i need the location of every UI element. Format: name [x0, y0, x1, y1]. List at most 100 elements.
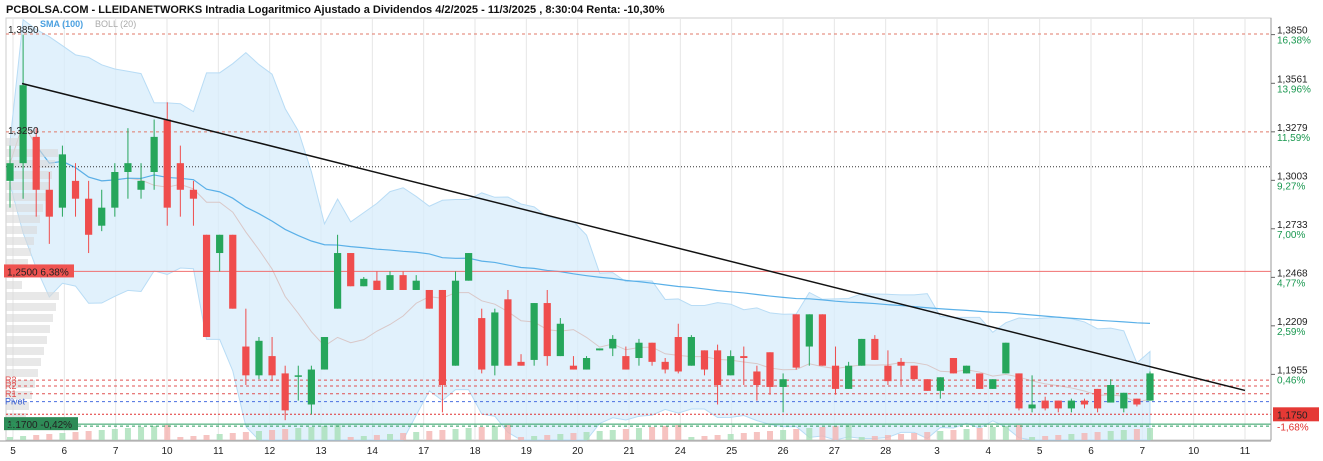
volume-bar: [1094, 432, 1101, 440]
volume-profile-bar: [6, 226, 37, 234]
volume-bar: [111, 429, 118, 440]
volume-bar: [229, 433, 236, 440]
volume-bar: [1068, 434, 1075, 440]
volume-bar: [452, 429, 459, 440]
candle-body: [150, 136, 158, 172]
volume-bar: [714, 435, 721, 440]
y-tick-label: 1,2209: [1277, 317, 1308, 328]
candle: [923, 379, 931, 391]
candle-body: [622, 356, 630, 370]
candle-body: [871, 338, 879, 360]
volume-bar: [255, 431, 262, 440]
volume-bar: [151, 426, 158, 440]
volume-bar: [20, 436, 27, 440]
x-tick-label: 12: [264, 446, 276, 457]
volume-bar: [504, 425, 511, 440]
volume-profile-bar: [6, 303, 56, 311]
candle-body: [1146, 373, 1154, 401]
candle: [150, 119, 158, 190]
volume-bar: [950, 430, 957, 440]
candle: [478, 308, 486, 374]
volume-bar: [1015, 425, 1022, 440]
volume-bar: [753, 432, 760, 440]
y-tick-pct: 7,00%: [1277, 230, 1305, 241]
candle-body: [1093, 388, 1102, 409]
candle-body: [412, 280, 420, 290]
candle: [687, 335, 695, 366]
x-tick-label: 21: [623, 446, 635, 457]
volume-bar: [622, 429, 629, 440]
y-tick-label: 1,3850: [1277, 26, 1308, 37]
y-tick-label: 1,2468: [1277, 268, 1308, 279]
candle-body: [845, 365, 853, 389]
candle-body: [831, 365, 840, 389]
volume-bar: [989, 427, 996, 440]
candle-body: [438, 289, 447, 386]
candle: [465, 253, 473, 281]
x-tick-label: 7: [1140, 446, 1146, 457]
volume-profile-bar: [6, 336, 47, 344]
volume-profile-bar: [6, 182, 49, 190]
candle: [871, 335, 879, 360]
y-tick-label: 1,3279: [1277, 123, 1308, 134]
volume-profile-bar: [6, 369, 38, 377]
candle-body: [792, 314, 800, 368]
volume-bar: [767, 431, 773, 440]
candle-body: [779, 379, 787, 387]
volume-bar: [72, 432, 79, 440]
volume-bar: [793, 429, 800, 440]
volume-bar: [1002, 426, 1009, 440]
volume-bar: [321, 426, 328, 440]
candle: [307, 365, 315, 415]
x-tick-label: 7: [113, 446, 119, 457]
volume-bar: [177, 437, 184, 440]
volume-bar: [373, 435, 380, 440]
trendline: [21, 82, 1246, 392]
level-label-s3: S3: [5, 421, 16, 431]
candle-body: [648, 342, 656, 362]
high-label: 1,3850: [8, 25, 39, 36]
candle: [1133, 398, 1141, 407]
volume-bar: [59, 433, 66, 440]
candle-body: [661, 361, 669, 370]
candle-body: [268, 356, 276, 376]
candle-body: [163, 119, 171, 208]
candle-body: [399, 275, 407, 290]
candle: [648, 342, 656, 366]
volume-bar: [203, 435, 210, 440]
volume-profile: [6, 138, 1153, 440]
x-tick-label: 14: [367, 446, 379, 457]
volume-bar: [740, 433, 747, 440]
volume-bar: [911, 433, 918, 440]
volume-bar: [426, 431, 433, 440]
candle: [792, 314, 800, 370]
level-1250-label: 1,2500 6,38%: [7, 267, 69, 278]
volume-bar: [871, 436, 878, 440]
volume-bar: [531, 436, 538, 440]
candle: [517, 354, 525, 366]
candle: [163, 102, 171, 226]
candle: [438, 289, 447, 413]
candle: [58, 145, 67, 217]
y-tick-label: 1,2733: [1277, 220, 1308, 231]
candle: [294, 365, 302, 401]
volume-profile-bar: [6, 325, 50, 333]
candle: [609, 335, 617, 357]
volume-bar: [635, 428, 642, 440]
candle: [347, 253, 355, 287]
volume-bar: [269, 430, 276, 440]
volume-bar: [583, 432, 590, 440]
candle: [635, 338, 643, 366]
candle-body: [307, 369, 315, 405]
volume-bar: [570, 433, 577, 440]
candle: [1146, 371, 1154, 401]
level-1170-badge: [4, 417, 78, 431]
volume-bar: [806, 428, 813, 440]
candle: [713, 344, 722, 405]
candle: [1041, 396, 1049, 411]
volume-bar: [164, 425, 171, 440]
candle: [111, 163, 119, 217]
candle: [674, 323, 682, 374]
candle: [661, 358, 669, 374]
